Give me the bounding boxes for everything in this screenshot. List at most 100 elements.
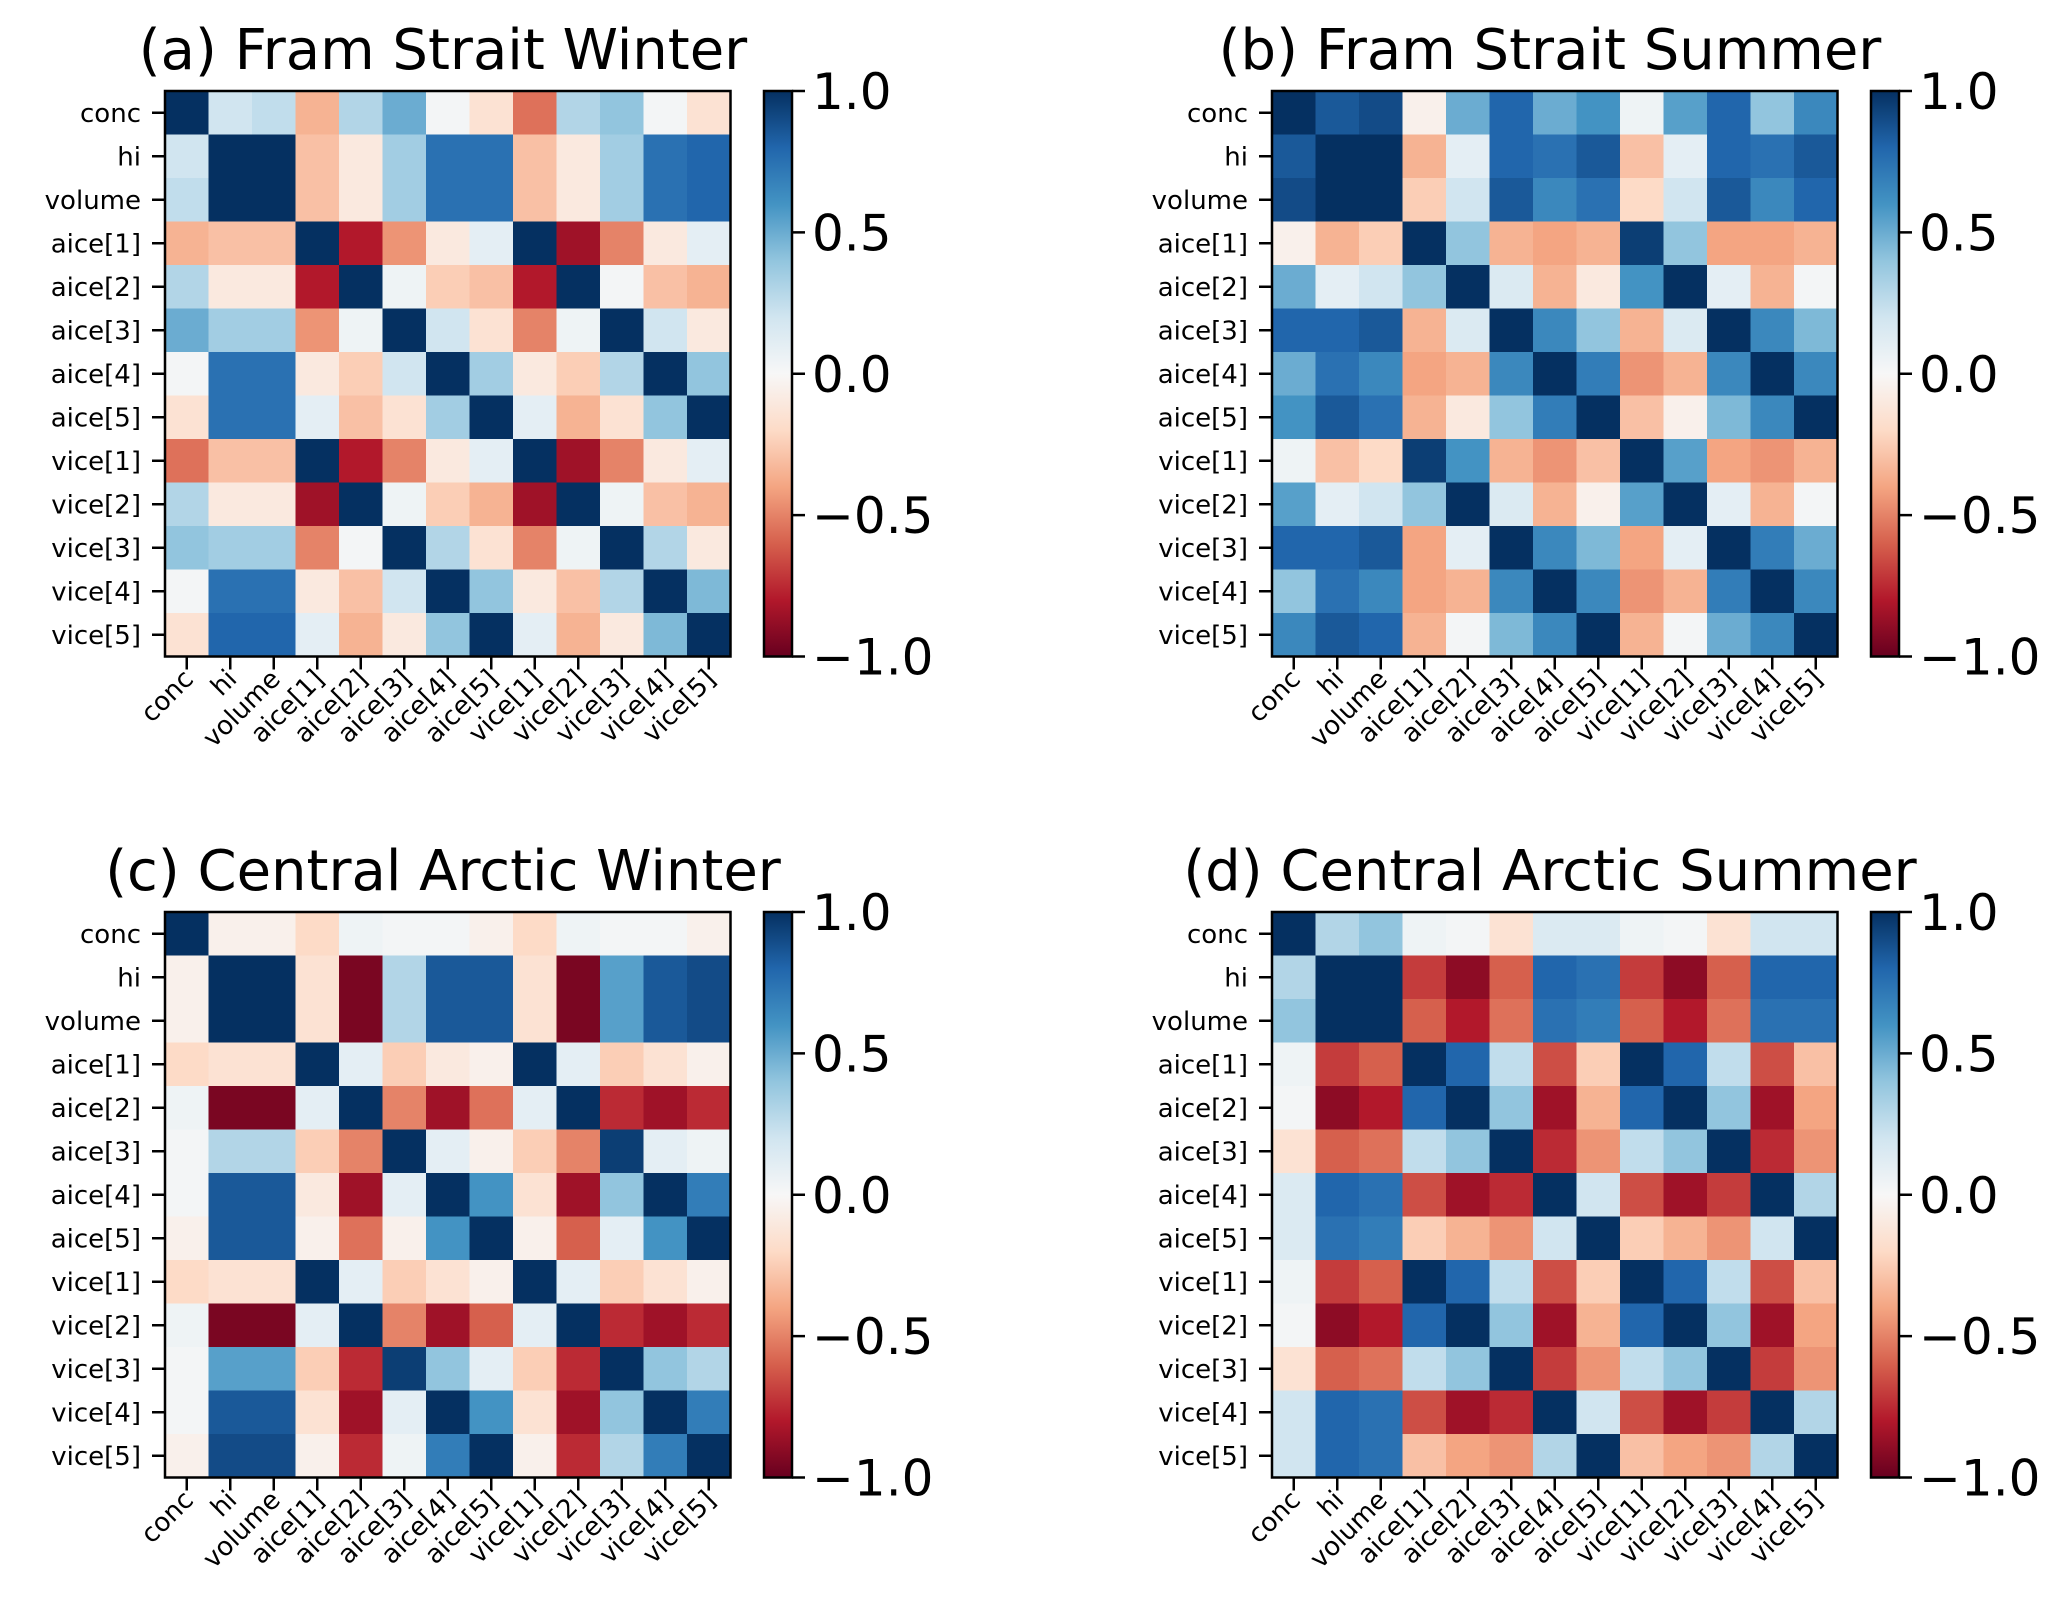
heatmap-cell (165, 482, 210, 527)
heatmap-cell (513, 1086, 558, 1131)
heatmap-cell (295, 395, 340, 440)
heatmap-cell (1663, 1434, 1708, 1479)
heatmap-cell (339, 1390, 384, 1435)
heatmap-cell (1315, 308, 1360, 353)
heatmap-cell (1402, 221, 1447, 266)
heatmap-cell (469, 1173, 514, 1218)
heatmap-cell (339, 395, 384, 440)
heatmap-cell (600, 265, 645, 310)
heatmap-cell (165, 912, 210, 957)
heatmap-cell (1272, 178, 1317, 223)
y-tick-label: volume (45, 1007, 141, 1037)
heatmap-cell (1489, 1434, 1534, 1479)
heatmap-cell (687, 1390, 732, 1435)
heatmap-cell (556, 1173, 601, 1218)
heatmap-cell (252, 1129, 297, 1174)
heatmap-cell (1707, 955, 1752, 1000)
heatmap-cell (1576, 265, 1621, 310)
panel-central-winter: (c) Central Arctic Winter conc hi volume aic… (45, 839, 934, 1575)
heatmap-cell (426, 91, 471, 136)
heatmap-cell (1620, 308, 1665, 353)
heatmap-cell (1707, 613, 1752, 658)
heatmap-cell (1315, 912, 1360, 957)
heatmap-cell (469, 1347, 514, 1392)
heatmap-cell (513, 1042, 558, 1087)
heatmap-cell (382, 955, 427, 1000)
heatmap-cell (1707, 395, 1752, 440)
colorbar-gradient (762, 89, 794, 658)
panel-title: (c) Central Arctic Winter (105, 839, 782, 904)
heatmap-cell (687, 613, 732, 658)
heatmap-cell (600, 526, 645, 571)
heatmap-cell (1272, 265, 1317, 310)
heatmap-cell (1272, 395, 1317, 440)
heatmap-cell (513, 352, 558, 397)
heatmap-cell (426, 1086, 471, 1131)
heatmap-cell (339, 1216, 384, 1261)
heatmap-cell (165, 91, 210, 136)
x-tick-label: conc (1242, 664, 1306, 728)
heatmap-cell (1402, 1260, 1447, 1305)
heatmap-cell (600, 912, 645, 957)
heatmap-cell (600, 395, 645, 440)
heatmap-cell (1272, 308, 1317, 353)
heatmap-cell (1533, 352, 1578, 397)
heatmap-cell (1707, 999, 1752, 1044)
heatmap-cell (556, 1303, 601, 1348)
heatmap-cell (600, 91, 645, 136)
heatmap-cell (687, 1173, 732, 1218)
heatmap-cell (426, 999, 471, 1044)
heatmap-cell (556, 178, 601, 223)
heatmap-cell (556, 265, 601, 310)
y-tick-label: aice[4] (51, 360, 141, 390)
heatmap-cell (1359, 955, 1404, 1000)
heatmap-cell (426, 569, 471, 614)
heatmap-cell (643, 221, 688, 266)
y-tick-label: volume (45, 186, 141, 216)
colorbar-tick-label: −1.0 (1919, 629, 2040, 687)
heatmap-cell (1750, 482, 1795, 527)
x-tick-label: conc (135, 1485, 199, 1549)
heatmap-cell (426, 439, 471, 484)
heatmap-cell (165, 1347, 210, 1392)
heatmap-cell (295, 526, 340, 571)
heatmap-cell (1707, 134, 1752, 179)
heatmap-cell (1489, 178, 1534, 223)
heatmap-cell (426, 221, 471, 266)
heatmap-cell (643, 265, 688, 310)
heatmap-cell (1446, 1434, 1491, 1479)
heatmap-cell (1794, 352, 1839, 397)
heatmap-cell (469, 91, 514, 136)
heatmap-cell (382, 221, 427, 266)
heatmap-cell (1402, 1303, 1447, 1348)
heatmap-cell (600, 1390, 645, 1435)
colorbar-gradient (1869, 910, 1901, 1479)
heatmap-cell (1707, 482, 1752, 527)
heatmap-cell (687, 1129, 732, 1174)
colorbar-gradient (762, 910, 794, 1479)
heatmap-cell (643, 134, 688, 179)
heatmap-cell (1446, 134, 1491, 179)
heatmap-cell (556, 1042, 601, 1087)
heatmap-cell (556, 955, 601, 1000)
heatmap-cell (1489, 1042, 1534, 1087)
heatmap-cell (1402, 999, 1447, 1044)
heatmap-cell (165, 439, 210, 484)
heatmap-cell (295, 569, 340, 614)
heatmap-cell (208, 613, 253, 658)
heatmap-cell (1576, 1434, 1621, 1479)
heatmap-cell (1402, 1347, 1447, 1392)
heatmap-cell (1663, 395, 1708, 440)
heatmap-cell (1794, 1086, 1839, 1131)
heatmap-cell (165, 955, 210, 1000)
heatmap-cell (1489, 1347, 1534, 1392)
heatmap-cell (382, 178, 427, 223)
heatmap-cell (165, 1173, 210, 1218)
heatmap-cell (295, 91, 340, 136)
heatmap-cells (1272, 912, 1839, 1479)
heatmap-cell (1620, 1086, 1665, 1131)
heatmap-cell (1750, 999, 1795, 1044)
heatmap-cell (1359, 1260, 1404, 1305)
heatmap-cell (600, 1216, 645, 1261)
heatmap-cell (382, 1303, 427, 1348)
